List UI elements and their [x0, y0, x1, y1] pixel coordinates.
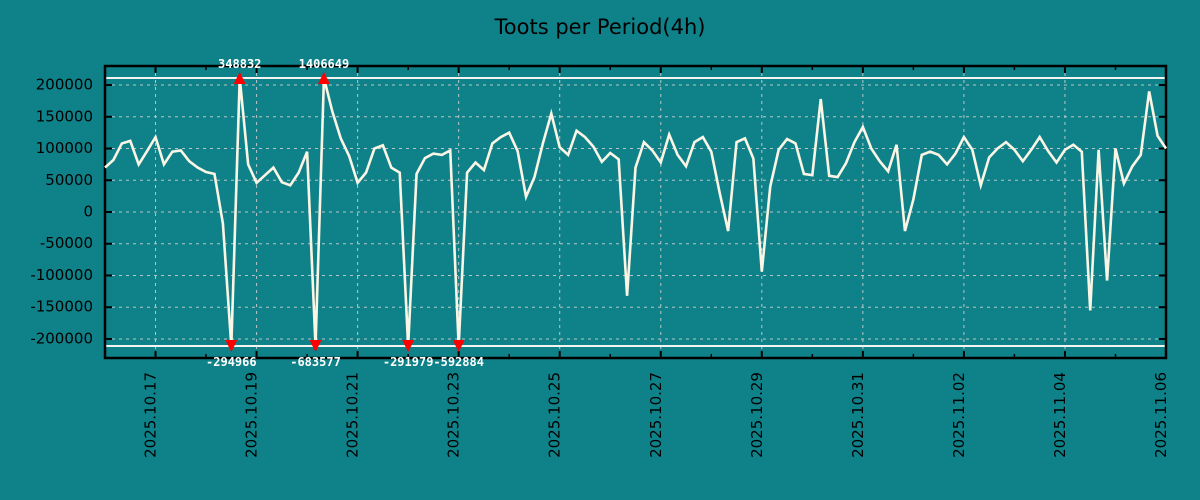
x-tick-label: 2025.10.23	[445, 372, 463, 458]
x-axis-tick-labels: 2025.10.17 2025.10.19 2025.10.21 2025.10.23…	[142, 372, 1170, 458]
y-tick-label: 100000	[36, 139, 93, 157]
plot-frame	[103, 64, 1168, 360]
x-tick-label: 2025.10.29	[748, 372, 766, 458]
x-tick-label: 2025.10.31	[849, 372, 867, 458]
extreme-marker	[402, 340, 415, 352]
data-series-line	[104, 77, 1168, 347]
x-tick-label: 2025.10.25	[546, 372, 564, 458]
y-axis-tick-labels: 200000 150000 100000 50000 0 -50000 -100000 -15…	[30, 76, 93, 348]
extreme-marker	[317, 72, 330, 84]
y-tick-label: 200000	[36, 76, 93, 94]
x-tick-label: 2025.10.19	[243, 372, 261, 458]
extreme-marker	[225, 340, 238, 352]
annotation-label: -291979	[383, 355, 434, 369]
series-line	[104, 77, 1168, 347]
y-tick-label: -150000	[30, 298, 93, 316]
chart-title: Toots per Period(4h)	[494, 15, 706, 39]
plot-border	[103, 64, 1168, 360]
annotation-labels: 348832 1406649 -294966 -683577 -291979 -59288…	[206, 57, 484, 369]
x-tick-label: 2025.11.06	[1152, 372, 1170, 458]
x-tick-label: 2025.11.02	[950, 372, 968, 458]
annotation-label: -683577	[290, 355, 341, 369]
annotation-label: -294966	[206, 355, 257, 369]
annotation-label: 1406649	[299, 57, 350, 71]
x-tick-label: 2025.11.04	[1051, 372, 1069, 458]
extreme-marker	[233, 72, 246, 84]
y-tick-label: 50000	[45, 171, 93, 189]
y-tick-label: 0	[83, 203, 93, 221]
extreme-value-markers	[225, 72, 465, 352]
extreme-marker	[452, 340, 465, 352]
y-tick-label: -200000	[30, 329, 93, 347]
x-tick-label: 2025.10.21	[344, 372, 362, 458]
annotation-label: 348832	[218, 57, 261, 71]
axis-tick-marks	[104, 66, 1167, 358]
x-tick-label: 2025.10.17	[142, 372, 160, 458]
annotation-label: -592884	[433, 355, 484, 369]
x-tick-label: 2025.10.27	[647, 372, 665, 458]
extreme-marker	[309, 340, 322, 352]
y-tick-label: -50000	[40, 234, 93, 252]
y-tick-label: 150000	[36, 107, 93, 125]
y-tick-label: -100000	[30, 266, 93, 284]
gridlines	[105, 66, 1167, 358]
